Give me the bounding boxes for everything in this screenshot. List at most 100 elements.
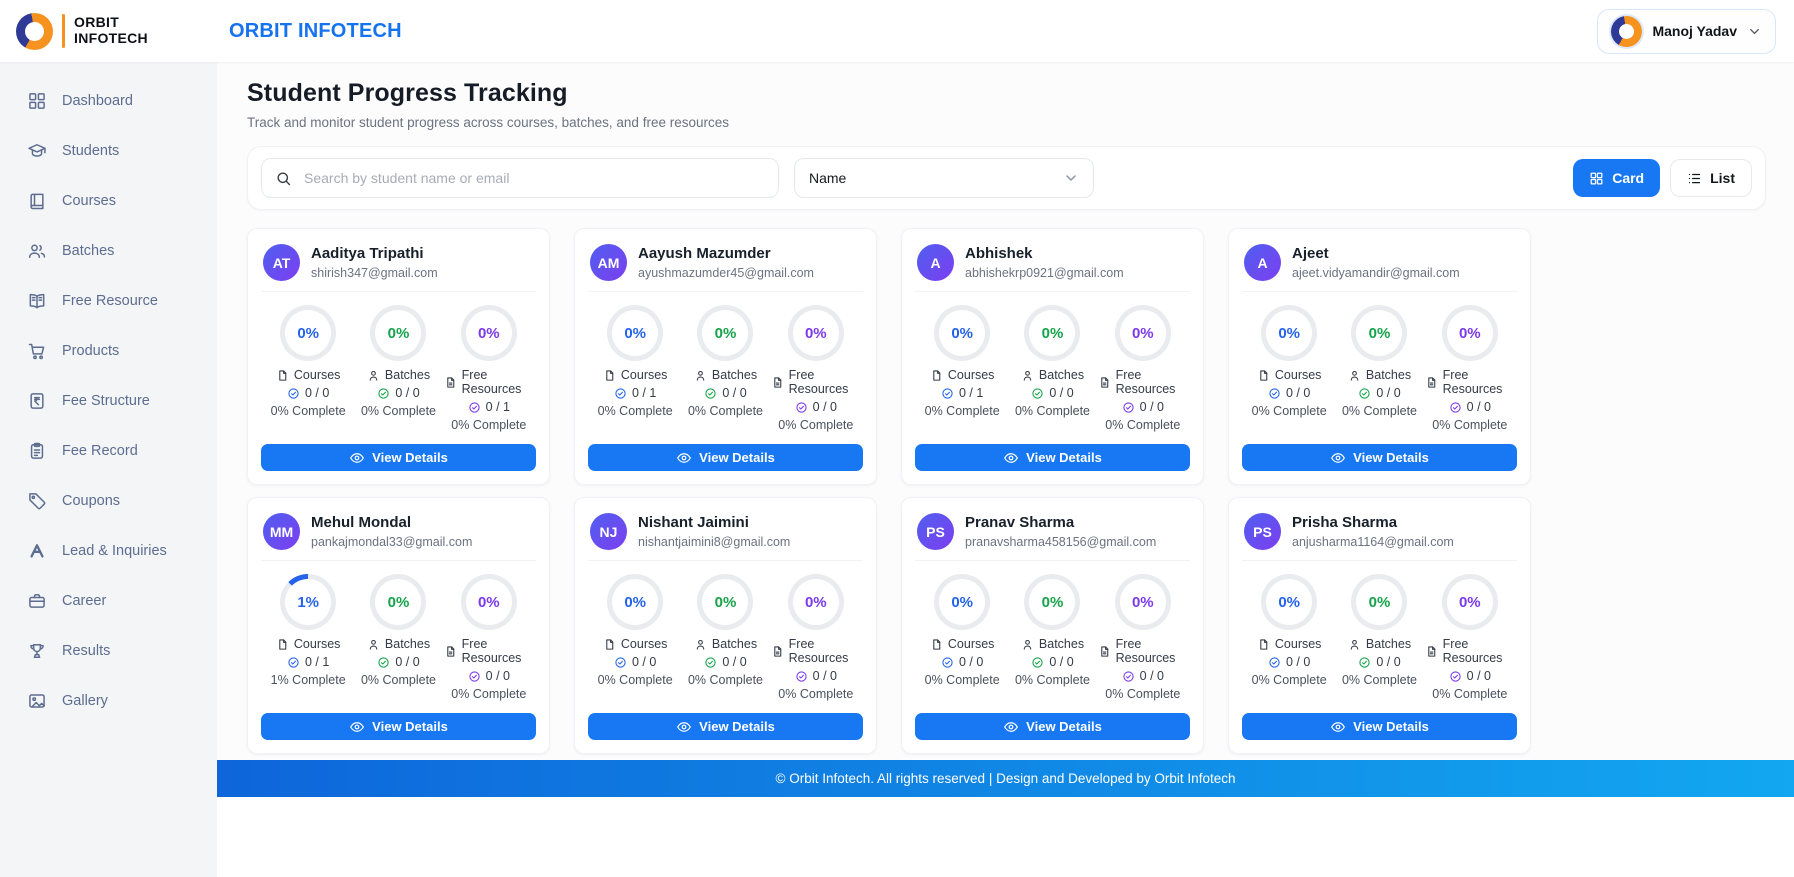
check-circle-icon — [705, 387, 716, 399]
stat-count: 0 / 0 — [1268, 386, 1310, 400]
card-header: PS Pranav Sharma pranavsharma458156@gmai… — [915, 511, 1190, 561]
stat-label: Free Resources — [771, 637, 861, 665]
progress-percent: 0% — [1278, 593, 1300, 611]
student-email: nishantjaimini8@gmail.com — [638, 534, 791, 549]
view-details-button[interactable]: View Details — [915, 713, 1190, 740]
progress-percent: 0% — [1458, 593, 1481, 611]
view-details-button[interactable]: View Details — [261, 713, 536, 740]
view-details-button[interactable]: View Details — [1242, 713, 1517, 740]
view-details-button[interactable]: View Details — [261, 444, 536, 471]
list-view-button[interactable]: List — [1670, 159, 1752, 197]
sidebar-item-fee-structure[interactable]: Fee Structure — [0, 376, 217, 426]
sort-select[interactable]: Name — [794, 158, 1094, 198]
stat-label: Batches — [1348, 637, 1411, 651]
stat-count: 0 / 0 — [941, 655, 983, 669]
stat-column: 0% Batches 0 / 0 0% Complete — [680, 574, 770, 701]
stat-column: 0% Courses 0 / 1 0% Complete — [917, 305, 1007, 432]
user-name: Manoj Yadav — [1652, 23, 1737, 39]
view-toggle: Card List — [1573, 159, 1752, 197]
sidebar-item-gallery[interactable]: Gallery — [0, 676, 217, 726]
student-cards-grid: AT Aaditya Tripathi shirish347@gmail.com… — [247, 228, 1766, 754]
check-circle-icon — [1123, 401, 1134, 413]
stat-count: 0 / 0 — [468, 669, 510, 683]
view-details-button[interactable]: View Details — [588, 444, 863, 471]
sidebar-item-free-resource[interactable]: Free Resource — [0, 276, 217, 326]
sidebar-item-career[interactable]: Career — [0, 576, 217, 626]
page-title: Student Progress Tracking — [247, 79, 568, 107]
stat-label: Free Resources — [1425, 637, 1515, 665]
sidebar-item-coupons[interactable]: Coupons — [0, 476, 217, 526]
check-circle-icon — [1269, 387, 1280, 399]
view-details-label: View Details — [1353, 450, 1429, 465]
sidebar-item-students[interactable]: Students — [0, 126, 217, 176]
avatar: AM — [590, 244, 627, 281]
check-circle-icon — [1450, 401, 1461, 413]
stat-label: Courses — [1257, 368, 1321, 382]
search-icon — [277, 171, 291, 185]
fee-record-icon — [27, 441, 47, 461]
stat-complete: 0% Complete — [924, 673, 1000, 687]
progress-percent: 0% — [624, 324, 646, 342]
stat-label: Free Resources — [1425, 368, 1515, 396]
stat-complete: 0% Complete — [360, 404, 437, 418]
sidebar-item-products[interactable]: Products — [0, 326, 217, 376]
lead-inquiries-icon — [27, 541, 47, 561]
stat-batches-icon — [1348, 369, 1361, 382]
search-input[interactable] — [302, 169, 765, 187]
card-view-button[interactable]: Card — [1573, 159, 1661, 197]
dashboard-icon — [27, 91, 47, 111]
topbar: ORBIT INFOTECH ORBIT INFOTECH Manoj Yada… — [0, 0, 1794, 62]
progress-percent: 0% — [1368, 593, 1391, 611]
batches-icon — [27, 241, 47, 261]
eye-icon — [1004, 721, 1019, 732]
stat-column: 0% Free Resources 0 / 1 0% Complete — [444, 305, 534, 432]
footer: © Orbit Infotech. All rights reserved | … — [217, 760, 1794, 797]
stat-label: Batches — [1348, 368, 1411, 382]
progress-percent: 0% — [1131, 593, 1154, 611]
footer-text: © Orbit Infotech. All rights reserved | … — [775, 771, 1236, 786]
sidebar-item-label: Courses — [62, 193, 116, 209]
avatar: MM — [263, 513, 300, 550]
eye-icon — [350, 452, 365, 463]
view-details-label: View Details — [699, 450, 775, 465]
view-details-label: View Details — [372, 719, 448, 734]
view-details-button[interactable]: View Details — [588, 713, 863, 740]
stats-row: 0% Courses 0 / 0 0% Complete 0% Batches … — [261, 292, 536, 432]
sidebar-item-batches[interactable]: Batches — [0, 226, 217, 276]
view-details-button[interactable]: View Details — [1242, 444, 1517, 471]
progress-ring: 0% — [370, 305, 427, 361]
stat-complete: 0% Complete — [1432, 687, 1508, 701]
sidebar-item-fee-record[interactable]: Fee Record — [0, 426, 217, 476]
courses-icon — [27, 191, 47, 211]
check-circle-icon — [1359, 387, 1370, 399]
sidebar-item-label: Products — [62, 343, 120, 359]
stat-column: 0% Batches 0 / 0 0% Complete — [353, 574, 443, 701]
stat-label: Batches — [367, 637, 430, 651]
sidebar-item-label: Students — [62, 143, 120, 159]
progress-ring: 0% — [1024, 305, 1081, 361]
stat-free-icon — [1425, 645, 1438, 658]
stat-free-icon — [1098, 376, 1111, 389]
eye-icon — [1004, 452, 1019, 463]
view-details-label: View Details — [372, 450, 448, 465]
stat-batches-icon — [694, 369, 707, 382]
stat-complete: 0% Complete — [451, 418, 527, 432]
progress-ring: 0% — [1351, 574, 1408, 630]
stat-column: 0% Free Resources 0 / 0 0% Complete — [771, 305, 861, 432]
progress-ring: 0% — [934, 574, 991, 630]
chevron-down-icon — [1066, 175, 1076, 181]
progress-ring: 0% — [1261, 574, 1318, 630]
sidebar-item-lead-inquiries[interactable]: Lead & Inquiries — [0, 526, 217, 576]
user-menu[interactable]: Manoj Yadav — [1597, 8, 1776, 54]
check-circle-icon — [288, 387, 299, 399]
stat-column: 1% Courses 0 / 1 1% Complete — [263, 574, 353, 701]
sidebar-item-results[interactable]: Results — [0, 626, 217, 676]
check-circle-icon — [615, 656, 626, 668]
stat-count: 0 / 0 — [614, 655, 656, 669]
stat-courses-icon — [930, 638, 943, 651]
view-details-button[interactable]: View Details — [915, 444, 1190, 471]
student-name: Pranav Sharma — [965, 514, 1075, 532]
sidebar-item-dashboard[interactable]: Dashboard — [0, 76, 217, 126]
sidebar-item-courses[interactable]: Courses — [0, 176, 217, 226]
bottom-spacer — [217, 797, 1794, 877]
